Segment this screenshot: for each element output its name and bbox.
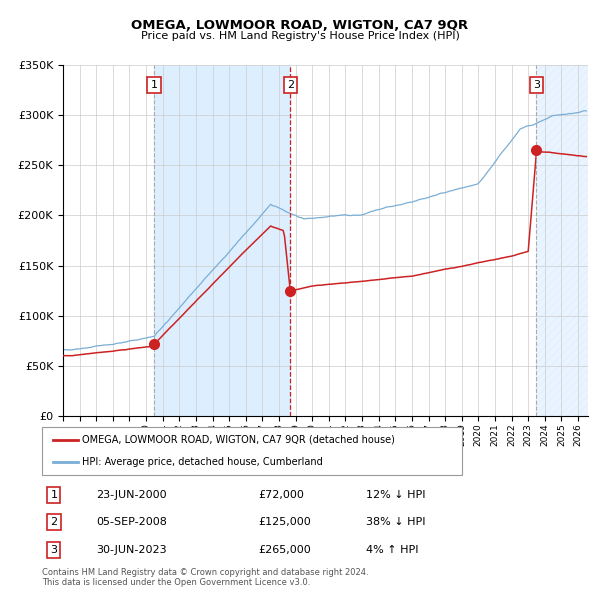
Text: 1: 1 bbox=[50, 490, 58, 500]
Text: 23-JUN-2000: 23-JUN-2000 bbox=[96, 490, 167, 500]
Text: OMEGA, LOWMOOR ROAD, WIGTON, CA7 9QR (detached house): OMEGA, LOWMOOR ROAD, WIGTON, CA7 9QR (de… bbox=[82, 435, 395, 445]
Bar bbox=[536, 65, 595, 416]
Text: 1: 1 bbox=[151, 80, 158, 90]
Text: 38% ↓ HPI: 38% ↓ HPI bbox=[366, 517, 425, 527]
Text: 12% ↓ HPI: 12% ↓ HPI bbox=[366, 490, 425, 500]
Text: HPI: Average price, detached house, Cumberland: HPI: Average price, detached house, Cumb… bbox=[82, 457, 323, 467]
Text: 2: 2 bbox=[50, 517, 58, 527]
Text: £72,000: £72,000 bbox=[258, 490, 304, 500]
FancyBboxPatch shape bbox=[42, 427, 462, 475]
Text: Contains HM Land Registry data © Crown copyright and database right 2024.
This d: Contains HM Land Registry data © Crown c… bbox=[42, 568, 368, 587]
Text: 2: 2 bbox=[287, 80, 294, 90]
Text: 3: 3 bbox=[50, 545, 58, 555]
Text: Price paid vs. HM Land Registry's House Price Index (HPI): Price paid vs. HM Land Registry's House … bbox=[140, 31, 460, 41]
Text: 30-JUN-2023: 30-JUN-2023 bbox=[96, 545, 167, 555]
Text: £265,000: £265,000 bbox=[258, 545, 311, 555]
Text: OMEGA, LOWMOOR ROAD, WIGTON, CA7 9QR: OMEGA, LOWMOOR ROAD, WIGTON, CA7 9QR bbox=[131, 19, 469, 32]
Text: 3: 3 bbox=[533, 80, 540, 90]
Text: 05-SEP-2008: 05-SEP-2008 bbox=[96, 517, 167, 527]
Bar bbox=[154, 65, 290, 416]
Text: £125,000: £125,000 bbox=[258, 517, 311, 527]
Text: 4% ↑ HPI: 4% ↑ HPI bbox=[366, 545, 419, 555]
